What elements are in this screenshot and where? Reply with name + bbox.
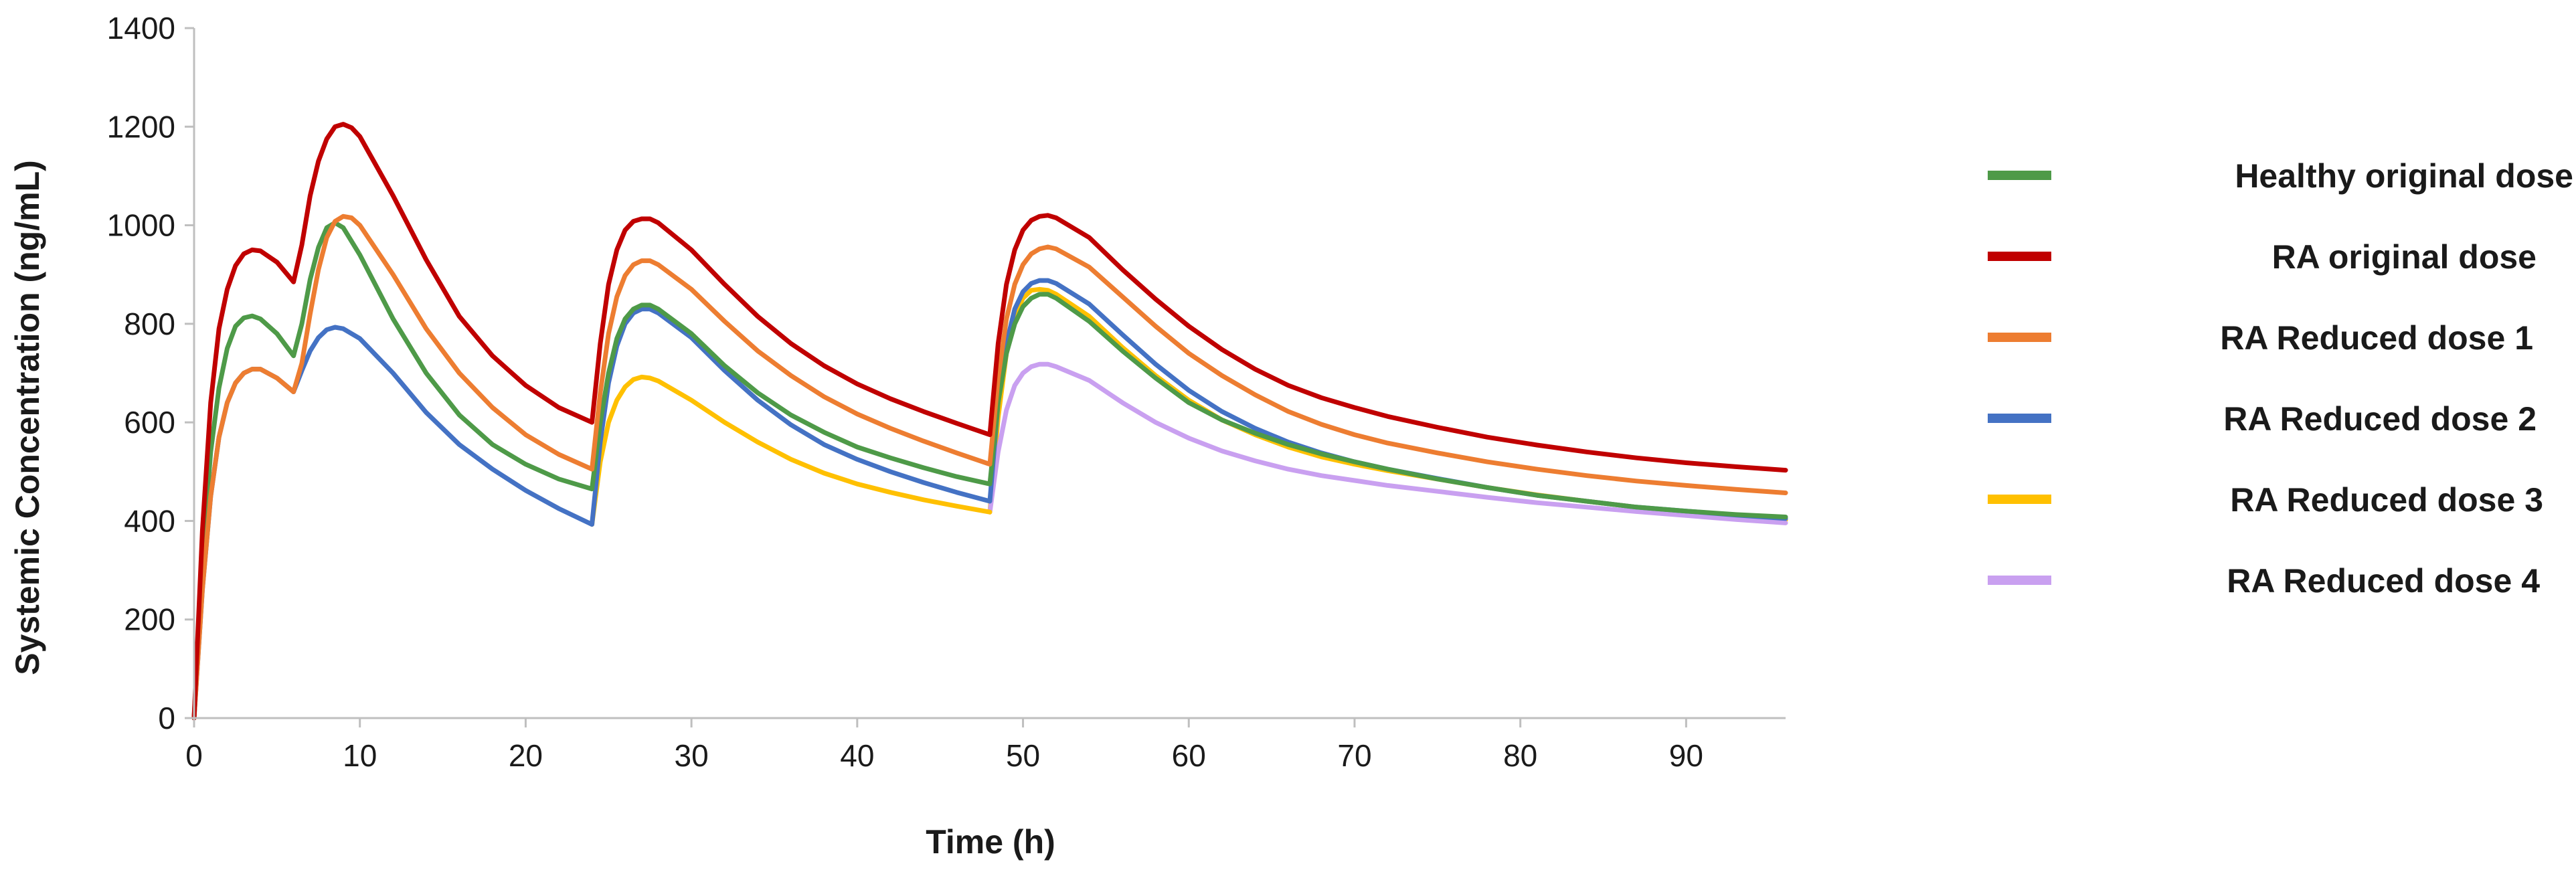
y-tick-label: 800 xyxy=(124,307,175,341)
y-tick-label: 400 xyxy=(124,503,175,538)
y-tick-label: 0 xyxy=(158,701,175,735)
series-line-ra-reduced-dose-1 xyxy=(191,213,1788,721)
x-tick-label: 60 xyxy=(1172,738,1206,773)
legend-label-ra-original-dose: RA original dose xyxy=(2272,238,2537,276)
series-line-ra-original-dose xyxy=(191,122,1788,721)
y-tick-label: 200 xyxy=(124,602,175,637)
legend-label-healthy-original-dose: Healthy original dose xyxy=(2235,157,2573,195)
legend-label-ra-reduced-dose-3: RA Reduced dose 3 xyxy=(2230,481,2543,519)
y-tick-label: 600 xyxy=(124,405,175,440)
y-tick-label: 1400 xyxy=(107,11,175,46)
x-tick-label: 10 xyxy=(343,738,377,773)
y-axis-title: Systemic Concentration (ng/mL) xyxy=(9,160,46,675)
x-tick-label: 30 xyxy=(675,738,709,773)
series-line-ra-reduced-dose-2 xyxy=(191,278,1788,721)
legend-label-ra-reduced-dose-2: RA Reduced dose 2 xyxy=(2223,400,2537,438)
x-tick-label: 50 xyxy=(1006,738,1040,773)
legend-label-ra-reduced-dose-1: RA Reduced dose 1 xyxy=(2220,319,2533,357)
x-tick-label: 40 xyxy=(840,738,874,773)
axes-layer: 0 200 400 600 800 1000 1200 1400 0 10 20 30 40 50 60 70… xyxy=(107,11,1786,773)
x-tick-label: 20 xyxy=(509,738,543,773)
y-tick-label: 1000 xyxy=(107,208,175,243)
y-tick-label: 1200 xyxy=(107,109,175,144)
series-line-ra-reduced-dose-4 xyxy=(987,361,1788,525)
legend: Healthy original dose RA original dose RA … xyxy=(1988,157,2573,600)
series-layer xyxy=(191,122,1788,721)
x-tick-label: 80 xyxy=(1503,738,1537,773)
x-tick-label: 0 xyxy=(185,738,203,773)
series-line-ra-reduced-dose-3-shared-segment xyxy=(590,374,993,527)
x-tick-label: 70 xyxy=(1337,738,1371,773)
legend-label-ra-reduced-dose-4: RA Reduced dose 4 xyxy=(2227,562,2540,600)
x-axis-title: Time (h) xyxy=(926,823,1055,861)
series-line-healthy-original-dose xyxy=(191,220,1788,721)
x-tick-label: 90 xyxy=(1669,738,1703,773)
